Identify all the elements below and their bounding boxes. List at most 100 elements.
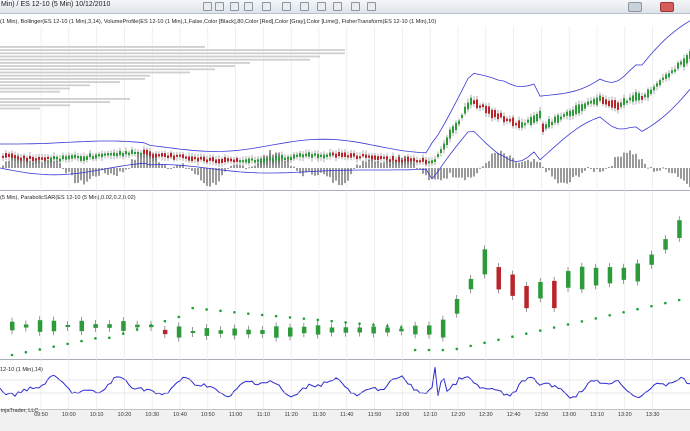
histogram-bar: [350, 168, 352, 175]
price-candle: [458, 120, 460, 125]
price-candle: [650, 89, 652, 94]
price-candle: [38, 156, 40, 160]
toolbar-icon-5[interactable]: [262, 2, 271, 11]
price-candle: [242, 160, 244, 163]
toolbar-icon-1[interactable]: [203, 2, 212, 11]
sar-dot: [358, 322, 361, 325]
price-candle: [86, 156, 88, 160]
histogram-bar: [530, 161, 532, 168]
price-candle: [656, 83, 658, 87]
sar-candle: [635, 263, 640, 282]
price-candle: [20, 157, 22, 161]
sar-dot: [497, 338, 500, 342]
price-candle: [323, 154, 325, 159]
panel-divider-1[interactable]: [0, 190, 690, 191]
price-candle: [287, 156, 289, 160]
histogram-bar: [122, 168, 124, 173]
sar-candle: [107, 324, 112, 328]
sar-candle: [190, 330, 196, 334]
histogram-bar: [638, 159, 640, 168]
chart-canvas[interactable]: [0, 0, 690, 410]
histogram-bar: [65, 168, 67, 174]
histogram-bar: [77, 168, 79, 183]
toolbar-icon-8[interactable]: [317, 2, 326, 11]
sar-dot: [372, 323, 375, 327]
histogram-bar: [320, 168, 322, 173]
histogram-bar: [512, 157, 514, 168]
price-candle: [434, 159, 436, 162]
histogram-bar: [32, 162, 34, 168]
time-tick-label: 12:40: [506, 412, 521, 418]
sar-dot: [94, 337, 97, 340]
price-candle: [71, 155, 73, 159]
toolbar-icon-10[interactable]: [351, 2, 360, 11]
price-candle: [173, 155, 175, 160]
toolbar-icon-4[interactable]: [244, 2, 253, 11]
histogram-bar: [80, 168, 82, 181]
price-candle: [137, 151, 139, 155]
price-candle: [227, 158, 229, 162]
histogram-bar: [230, 165, 232, 168]
price-candle: [476, 99, 478, 109]
sar-candle: [385, 327, 390, 333]
histogram-bar: [131, 159, 133, 168]
histogram-bar: [338, 168, 340, 186]
histogram-bar: [41, 162, 43, 168]
price-candle: [116, 153, 118, 157]
sar-candle: [621, 267, 627, 280]
price-candle: [404, 158, 406, 162]
histogram-bar: [233, 164, 235, 168]
sar-candle: [482, 249, 488, 275]
histogram-bar: [365, 161, 367, 168]
price-candle: [485, 105, 487, 114]
volume-profile-bar: [0, 81, 120, 83]
sar-candle: [566, 271, 571, 288]
price-candle: [482, 104, 484, 108]
close-icon[interactable]: [660, 2, 674, 12]
sar-dot: [149, 324, 153, 327]
histogram-bar: [485, 163, 487, 168]
sar-dot: [664, 301, 667, 305]
price-candle: [218, 159, 220, 164]
price-candle: [95, 154, 97, 159]
histogram-bar: [374, 161, 376, 168]
price-candle: [170, 152, 172, 158]
price-candle: [680, 61, 682, 65]
sar-dot: [52, 345, 55, 348]
sar-dot: [622, 310, 625, 314]
toolbar-icon-11[interactable]: [367, 2, 376, 11]
volume-profile-bar: [0, 98, 130, 100]
toolbar-icon-3[interactable]: [230, 2, 239, 11]
histogram-bar: [617, 156, 619, 168]
histogram-bar: [341, 168, 343, 186]
price-candle: [245, 159, 247, 163]
time-tick-label: 10:50: [200, 412, 215, 418]
price-candle: [110, 153, 112, 156]
toolbar-icon-2[interactable]: [215, 2, 224, 11]
time-tick-label: 10:10: [89, 412, 104, 418]
time-tick-label: 12:00: [395, 412, 410, 418]
histogram-bar: [353, 168, 355, 169]
price-candle: [125, 150, 127, 155]
price-candle: [68, 155, 70, 160]
price-candle: [659, 80, 661, 86]
price-candle: [551, 121, 553, 126]
histogram-bar: [575, 168, 577, 176]
histogram-bar: [524, 161, 526, 168]
toolbar-icon-6[interactable]: [282, 2, 291, 11]
histogram-bar: [671, 168, 673, 174]
price-candle: [515, 123, 517, 126]
minimize-icon[interactable]: [628, 2, 642, 12]
toolbar-icon-9[interactable]: [333, 2, 342, 11]
price-candle: [281, 154, 283, 159]
toolbar-icon-7[interactable]: [300, 2, 309, 11]
histogram-bar: [521, 161, 523, 168]
panel-divider-2[interactable]: [0, 359, 690, 360]
price-candle: [662, 77, 664, 80]
histogram-bar: [197, 168, 199, 176]
histogram-bar: [425, 168, 427, 176]
histogram-bar: [560, 168, 562, 183]
histogram-bar: [440, 168, 442, 181]
histogram-bar: [506, 156, 508, 168]
price-candle: [5, 152, 7, 158]
